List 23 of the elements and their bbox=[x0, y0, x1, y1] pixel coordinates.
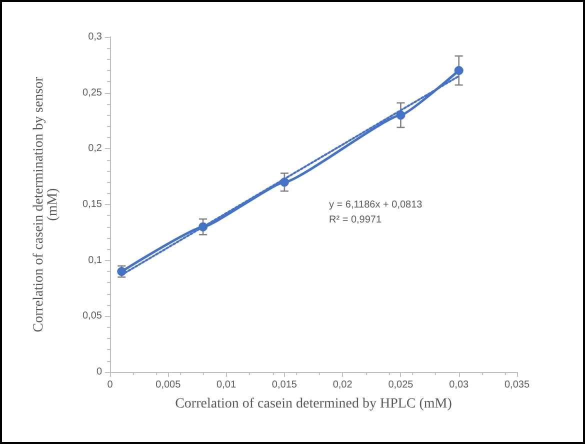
x-axis-title: Correlation of casein determined by HPLC (mM) bbox=[175, 396, 452, 412]
x-tick-label: 0,02 bbox=[332, 380, 353, 390]
point bbox=[198, 222, 208, 232]
point bbox=[396, 110, 406, 120]
annotation: y = 6,1186x + 0,0813 bbox=[328, 200, 423, 210]
y-tick-label: 0,25 bbox=[82, 87, 102, 98]
y-tick-label: 0,15 bbox=[82, 199, 102, 210]
point bbox=[280, 178, 289, 187]
x-tick-label: 0 bbox=[107, 380, 114, 390]
y-tick-label: 0,2 bbox=[88, 143, 102, 154]
y-tick-label: 0,3 bbox=[88, 32, 102, 42]
annotation: R² = 0,9971 bbox=[328, 214, 382, 226]
x-tick-label: 0,01 bbox=[216, 380, 236, 390]
point bbox=[454, 66, 464, 75]
x-tick-label: 0,025 bbox=[388, 380, 414, 390]
x-tick-label: 0,005 bbox=[156, 380, 182, 390]
y-tick-label: 0,05 bbox=[82, 310, 102, 322]
x-tick-label: 0,015 bbox=[272, 380, 298, 390]
y-tick-label: 0 bbox=[96, 366, 102, 378]
x-tick-label: 0,035 bbox=[504, 380, 530, 390]
x-tick-label: 0,03 bbox=[449, 380, 470, 390]
y-tick-label: 0,1 bbox=[88, 254, 102, 266]
y-axis-title: Correlation of casein determination by sensor (mM) bbox=[32, 76, 60, 332]
